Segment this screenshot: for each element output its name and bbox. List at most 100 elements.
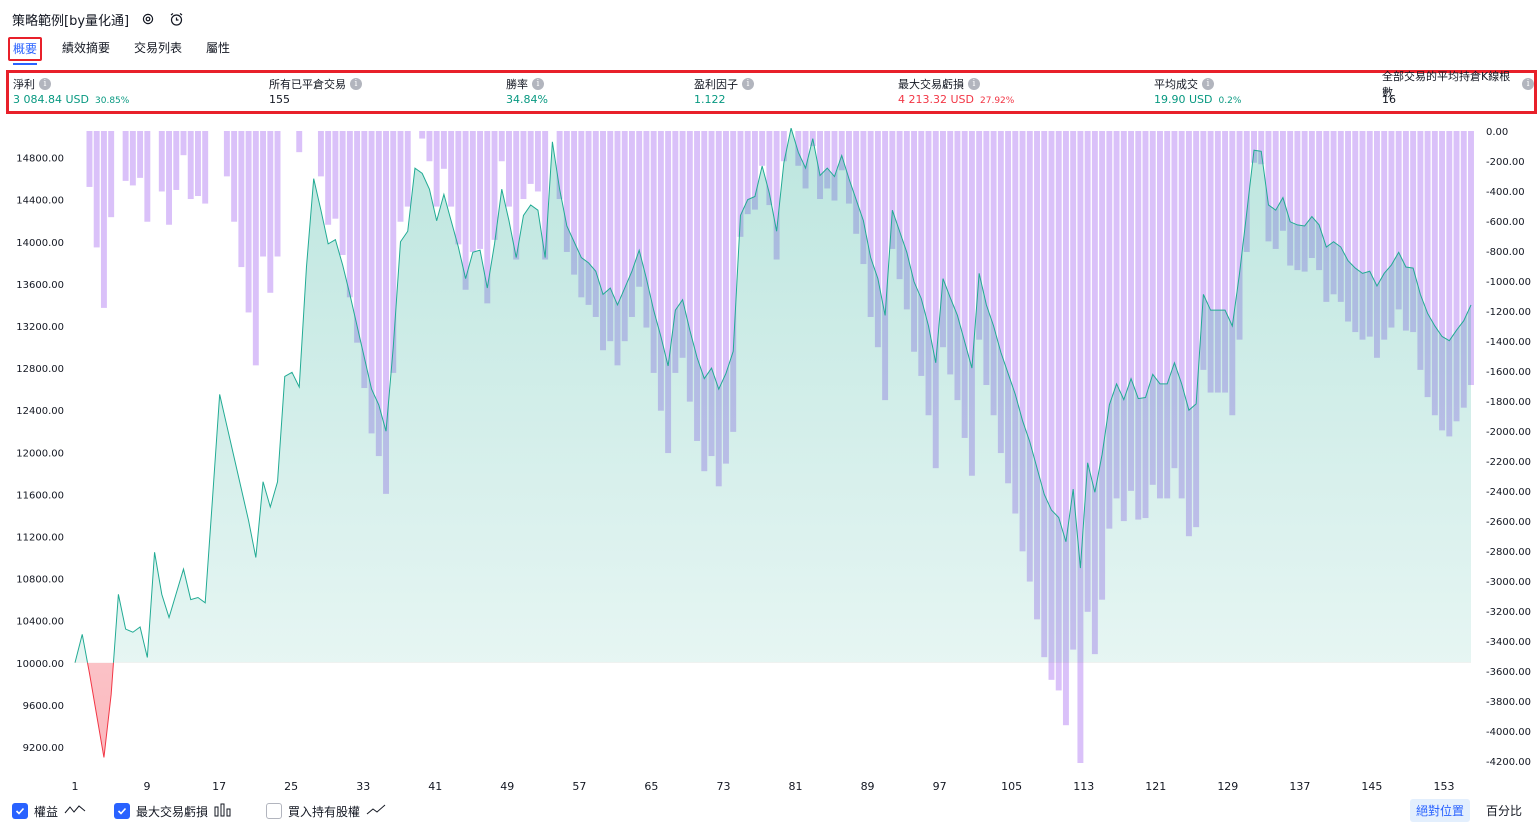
absolute-button[interactable]: 絕對位置 bbox=[1409, 799, 1470, 822]
right-axis-tick: -1600.00 bbox=[1486, 367, 1531, 378]
drawdown-bar bbox=[1359, 131, 1366, 340]
x-axis-tick: 81 bbox=[789, 780, 803, 793]
tab-performance-summary[interactable]: 績效摘要 bbox=[62, 41, 111, 55]
x-axis-tick: 153 bbox=[1433, 780, 1454, 793]
stat-value: 4 213.32 USD bbox=[898, 93, 974, 106]
drawdown-bar bbox=[238, 131, 245, 268]
info-icon[interactable]: i bbox=[1522, 78, 1534, 90]
checkbox-equity[interactable] bbox=[12, 803, 28, 819]
drawdown-bar bbox=[1316, 131, 1323, 271]
info-icon[interactable]: i bbox=[39, 78, 51, 90]
checkbox-max-drawdown[interactable] bbox=[114, 803, 131, 819]
info-icon[interactable]: i bbox=[350, 78, 362, 90]
drawdown-bar bbox=[419, 131, 426, 139]
x-axis-tick: 97 bbox=[933, 780, 947, 793]
equity-chart[interactable]: 14800.00 14400.00 14000.00 13600.00 13200.00… bbox=[0, 118, 1540, 798]
info-icon[interactable]: i bbox=[742, 78, 754, 90]
drawdown-bar bbox=[325, 131, 332, 225]
drawdown-bar bbox=[636, 131, 643, 287]
left-axis-tick: 14400.00 bbox=[16, 196, 64, 207]
drawdown-bar bbox=[1113, 131, 1120, 499]
stat-sub: 30.85% bbox=[95, 96, 130, 106]
legend-equity[interactable]: 權益 bbox=[12, 803, 86, 820]
drawdown-bar bbox=[918, 131, 925, 376]
drawdown-bar bbox=[86, 131, 93, 187]
x-axis-tick: 9 bbox=[144, 780, 151, 793]
drawdown-bar bbox=[571, 131, 578, 275]
drawdown-bar bbox=[628, 131, 635, 317]
drawdown-bar bbox=[701, 131, 708, 472]
alarm-icon[interactable] bbox=[167, 10, 185, 28]
left-axis-tick: 10000.00 bbox=[16, 659, 64, 670]
legend-buy-hold[interactable]: 買入持有股權 bbox=[266, 803, 386, 820]
drawdown-bar bbox=[882, 131, 889, 401]
x-axis-tick: 17 bbox=[212, 780, 226, 793]
drawdown-bar bbox=[100, 131, 107, 308]
drawdown-bar bbox=[744, 131, 751, 215]
left-axis-tick: 9600.00 bbox=[23, 701, 64, 712]
stat-value: 34.84% bbox=[506, 93, 548, 106]
drawdown-bar bbox=[780, 131, 787, 162]
x-axis-tick: 41 bbox=[428, 780, 442, 793]
stat-label: 全部交易的平均持倉K線根數 bbox=[1382, 70, 1511, 99]
drawdown-bar bbox=[267, 131, 274, 293]
stat-label: 盈利因子 bbox=[694, 78, 738, 91]
drawdown-bar bbox=[947, 131, 954, 375]
info-icon[interactable]: i bbox=[1202, 78, 1214, 90]
drawdown-bar bbox=[202, 131, 209, 204]
drawdown-bar bbox=[1128, 131, 1135, 491]
stat-avg-trade: 平均成交 i 19.90 USD 0.2% bbox=[1154, 77, 1241, 107]
stat-value: 155 bbox=[269, 93, 290, 106]
drawdown-bar bbox=[223, 131, 230, 177]
left-axis-tick: 12400.00 bbox=[16, 406, 64, 417]
drawdown-bar bbox=[940, 131, 946, 348]
tab-properties[interactable]: 屬性 bbox=[206, 41, 231, 55]
drawdown-bar bbox=[368, 131, 375, 434]
gear-icon[interactable] bbox=[139, 10, 157, 28]
tab-bar: 概要 績效摘要 交易列表 屬性 bbox=[8, 36, 250, 65]
tab-trade-list[interactable]: 交易列表 bbox=[134, 41, 183, 55]
drawdown-bar bbox=[578, 131, 585, 298]
legend-label: 最大交易虧損 bbox=[136, 804, 209, 819]
drawdown-bar bbox=[874, 131, 881, 348]
strategy-header: 策略範例[by量化通] bbox=[12, 9, 185, 29]
equity-chart-svg: 14800.00 14400.00 14000.00 13600.00 13200.00… bbox=[16, 127, 1531, 793]
percent-button[interactable]: 百分比 bbox=[1485, 804, 1522, 818]
left-axis-tick: 12800.00 bbox=[16, 364, 64, 375]
drawdown-bar bbox=[397, 131, 404, 222]
drawdown-bar bbox=[896, 131, 903, 280]
drawdown-bar bbox=[592, 131, 599, 317]
drawdown-bar bbox=[375, 131, 382, 457]
drawdown-bar bbox=[1446, 131, 1453, 437]
drawdown-bar bbox=[621, 131, 628, 342]
drawdown-bar bbox=[1337, 131, 1344, 302]
drawdown-bar bbox=[506, 131, 512, 207]
info-icon[interactable]: i bbox=[532, 78, 544, 90]
stat-max-drawdown: 最大交易虧損 i 4 213.32 USD 27.92% bbox=[898, 77, 1014, 107]
left-axis-tick: 10400.00 bbox=[16, 617, 64, 628]
drawdown-bar bbox=[838, 131, 845, 171]
drawdown-bar bbox=[346, 131, 353, 298]
drawdown-bar bbox=[1323, 131, 1330, 302]
drawdown-bar bbox=[1460, 131, 1467, 408]
info-icon[interactable]: i bbox=[968, 78, 980, 90]
stat-label: 最大交易虧損 bbox=[898, 78, 964, 91]
tab-overview[interactable]: 概要 bbox=[8, 37, 43, 65]
drawdown-bar bbox=[108, 131, 115, 218]
drawdown-bar bbox=[997, 131, 1004, 454]
drawdown-bar bbox=[723, 131, 729, 464]
checkbox-buy-hold[interactable] bbox=[266, 803, 283, 819]
drawdown-bar bbox=[1258, 131, 1265, 165]
drawdown-bar bbox=[1265, 131, 1272, 242]
drawdown-bar bbox=[166, 131, 172, 225]
drawdown-bar bbox=[976, 131, 983, 340]
right-axis-tick: -2600.00 bbox=[1486, 517, 1531, 528]
trend-line-icon bbox=[366, 804, 386, 819]
drawdown-bar bbox=[694, 131, 701, 441]
drawdown-bar bbox=[607, 131, 614, 342]
legend-max-drawdown[interactable]: 最大交易虧損 bbox=[114, 803, 232, 820]
drawdown-bar bbox=[1142, 131, 1149, 519]
x-axis-tick: 33 bbox=[356, 780, 370, 793]
drawdown-bar bbox=[773, 131, 780, 260]
stat-sub: 27.92% bbox=[980, 96, 1015, 106]
